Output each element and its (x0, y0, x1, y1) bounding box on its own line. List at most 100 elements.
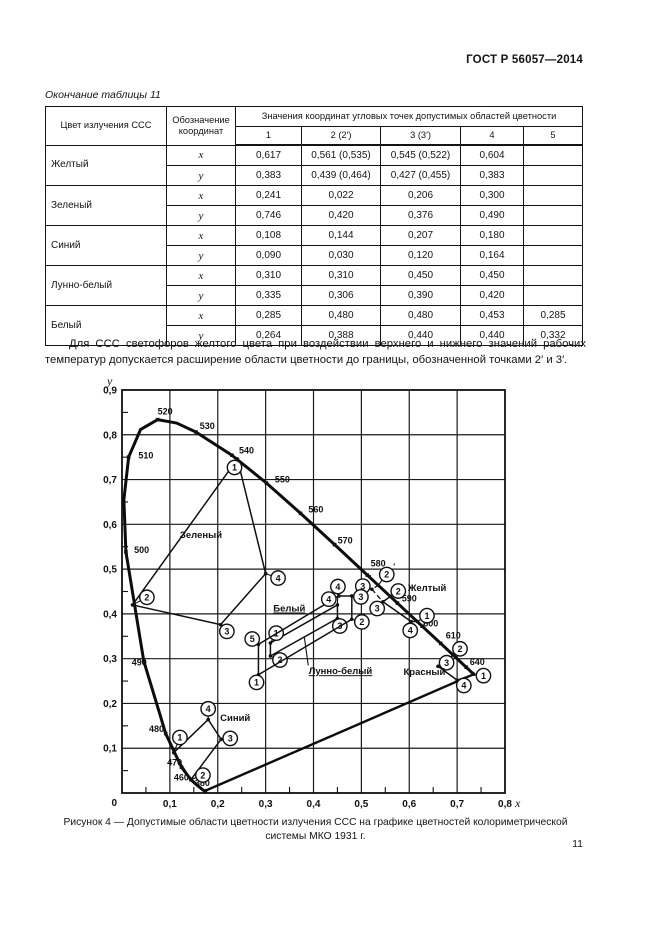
wavelength-label: 520 (158, 406, 173, 416)
x-tick-label: 0,1 (163, 799, 177, 810)
vertex-point (451, 653, 456, 657)
vertex-number: 2 (200, 770, 205, 780)
vertex-point (263, 571, 268, 576)
wavelength-label: 550 (275, 475, 290, 485)
wavelength-marker (194, 430, 198, 434)
coordinate-value-cell: 0,206 (380, 185, 461, 206)
emission-color-cell: Белый (45, 305, 167, 346)
region-dashed-extension (370, 584, 392, 603)
vertex-point (350, 617, 354, 622)
coordinate-value-cell: 0,090 (235, 245, 302, 266)
vertex-number-circle (353, 614, 370, 630)
table-row: Лунно-белый x 0,310 0,310 0,450 0,450 (45, 265, 583, 306)
x-tick-label: 0,8 (498, 799, 512, 810)
vertex-number: 4 (276, 573, 281, 583)
vertex-number-circle (378, 566, 395, 583)
vertex-point (370, 587, 374, 592)
origin-label: 0 (111, 798, 117, 809)
vertex-number-circle (138, 589, 155, 606)
region-label: Синий (220, 713, 250, 724)
region-label: Желтый (407, 583, 447, 594)
table-row: Белый x 0,285 0,480 0,480 0,453 0,285 (45, 305, 583, 346)
vertex-point (376, 583, 380, 588)
wavelength-label: 480 (149, 724, 164, 734)
figure-caption-line1: Рисунок 4 — Допустимые области цветности… (63, 817, 568, 828)
coordinate-value-cell: 0,604 (460, 144, 524, 166)
emission-color-cell: Синий (45, 225, 167, 266)
coordinate-value-cell: 0,480 (380, 305, 461, 326)
emission-color-cell: Лунно-белый (45, 265, 167, 306)
wavelength-label: 460 (174, 772, 189, 782)
region-label: Зеленый (180, 530, 222, 541)
vertex-number: 2 (384, 570, 389, 580)
y-tick-label: 0,7 (103, 475, 117, 486)
wavelength-label: 640 (470, 657, 485, 667)
point-header-5: 5 (523, 126, 583, 146)
x-tick-label: 0,5 (354, 799, 368, 810)
table-row: Синий x 0,108 0,144 0,207 0,180 (45, 225, 583, 266)
vertex-point (171, 750, 176, 755)
x-tick-label: 0,3 (259, 799, 273, 810)
vertex-number: 4 (408, 626, 413, 636)
coordinate-symbol-cell: x (166, 185, 236, 206)
standard-number-header: ГОСТ Р 56057—2014 (466, 54, 583, 66)
vertex-point (268, 641, 273, 645)
vertex-number-circle (455, 677, 472, 694)
vertex-number: 1 (177, 733, 182, 743)
table-row: Желтый x 0,617 0,561 (0,535) 0,545 (0,522) 0,… (45, 144, 583, 186)
region-label: Красный (404, 667, 446, 678)
vertex-number: 2 (277, 655, 282, 665)
col-header-coordinate-designation: Обозначение координат (166, 106, 236, 146)
y-tick-label: 0,4 (103, 609, 117, 620)
point-header-4: 4 (460, 126, 524, 146)
coordinate-value-cell (523, 265, 583, 286)
coordinate-value-cell: 0,285 (523, 305, 583, 326)
coordinate-value-cell (523, 285, 583, 306)
vertex-number: 1 (481, 671, 486, 681)
wavelength-marker (163, 731, 168, 736)
region-polygon-белый (257, 595, 353, 676)
vertex-number: 1 (424, 611, 429, 621)
wavelength-label: 540 (239, 445, 254, 455)
coordinate-value-cell: 0,383 (460, 165, 524, 186)
coordinate-value-cell: 0,746 (235, 205, 302, 226)
vertex-number-circle (320, 591, 337, 608)
wavelength-label: 510 (138, 450, 153, 460)
y-tick-label: 0,8 (103, 430, 117, 441)
prime-mark: ′ (393, 562, 395, 571)
vertex-number: 5 (250, 634, 255, 644)
vertex-number-circle (270, 570, 286, 586)
coordinate-value-cell: 0,022 (301, 185, 381, 206)
vertex-point (219, 737, 223, 742)
coordinate-symbol-cell: x (166, 305, 236, 326)
page-number: 11 (572, 838, 583, 850)
vertex-number: 4 (461, 681, 466, 691)
col-header-values: Значения координат угловых точек допусти… (235, 106, 583, 127)
table-header: Цвет излучения ССС Обозначение координат… (45, 106, 583, 146)
wavelength-label: 500 (134, 545, 149, 555)
coordinate-value-cell: 0,561 (0,535) (301, 144, 381, 166)
vertex-number-circle (226, 459, 243, 476)
vertex-point (268, 654, 273, 658)
coordinate-value-cell: 0,427 (0,455) (380, 165, 461, 186)
wavelength-label: 570 (338, 535, 353, 545)
vertex-number: 2 (457, 644, 462, 654)
y-tick-label: 0,5 (103, 565, 117, 576)
coordinate-value-cell (523, 245, 583, 266)
coordinate-symbol-cell: x (166, 265, 236, 286)
x-tick-label: 0,7 (450, 799, 464, 810)
vertex-number-circle (222, 730, 239, 747)
vertex-number-circle (330, 578, 346, 595)
wavelength-label: 590 (402, 594, 417, 604)
vertex-number: 1 (254, 678, 259, 688)
coordinate-value-cell: 0,383 (235, 165, 302, 186)
vertex-point (471, 672, 476, 677)
coordinate-value-cell: 0,164 (460, 245, 524, 266)
vertex-number-circle (369, 600, 386, 617)
coordinate-value-cell: 0,440 (460, 325, 524, 346)
figure-caption: Рисунок 4 — Допустимые области цветности… (45, 816, 586, 843)
emission-color-cell: Зеленый (45, 185, 167, 226)
emission-color-cell: Желтый (45, 144, 167, 186)
coordinate-value-cell: 0,144 (301, 225, 381, 246)
x-tick-label: 0,4 (307, 799, 321, 810)
